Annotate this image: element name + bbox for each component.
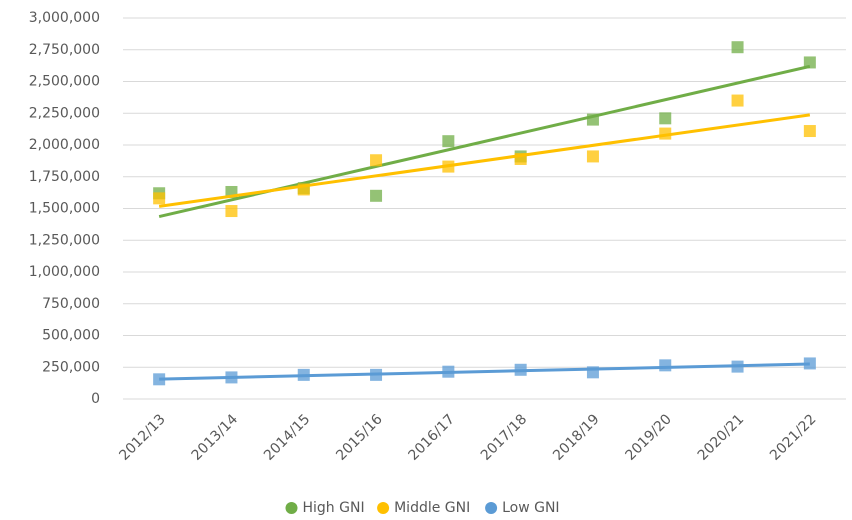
marker [731,41,744,54]
legend-swatch [285,502,298,514]
x-tick-label: 2019/20 [622,411,674,463]
y-tick-label: 1,500,000 [29,201,100,217]
legend-label: Middle GNI [394,500,470,516]
legend-swatch [377,502,390,514]
x-tick-label: 2017/18 [478,411,530,463]
trend-line [159,362,810,381]
legend-label: Low GNI [502,500,559,516]
marker [225,205,238,218]
y-tick-label: 3,000,000 [29,10,100,26]
y-tick-label: 2,250,000 [29,105,100,121]
trend-line [158,113,811,208]
marker [803,125,816,138]
marker [586,150,599,163]
marker [659,359,672,372]
marker [370,189,383,202]
x-tick-label: 2020/21 [695,411,747,463]
x-tick-label: 2016/17 [406,411,458,463]
legend-label: High GNI [303,500,365,516]
x-tick-label: 2015/16 [333,411,386,464]
marker [370,154,383,167]
y-tick-label: 2,750,000 [29,42,100,58]
y-tick-label: 0 [91,391,100,407]
marker [153,373,166,386]
marker [659,112,672,125]
marker [153,192,166,205]
y-tick-label: 2,500,000 [29,74,100,90]
marker [803,357,816,370]
y-tick-label: 1,250,000 [29,232,100,248]
y-tick-label: 500,000 [42,328,100,344]
x-tick-label: 2021/22 [767,411,819,463]
marker [731,94,744,107]
marker [442,135,455,148]
x-tick-label: 2018/19 [550,411,602,463]
x-tick-label: 2014/15 [261,411,313,463]
y-tick-label: 1,000,000 [29,264,100,280]
x-tick-label: 2012/13 [116,411,168,463]
marker [803,56,816,69]
y-tick-label: 2,000,000 [29,137,100,153]
y-tick-label: 250,000 [42,359,100,375]
x-tick-label: 2013/14 [189,411,242,464]
y-tick-label: 750,000 [42,296,100,312]
legend-swatch [485,502,498,514]
y-tick-label: 1,750,000 [29,169,100,185]
